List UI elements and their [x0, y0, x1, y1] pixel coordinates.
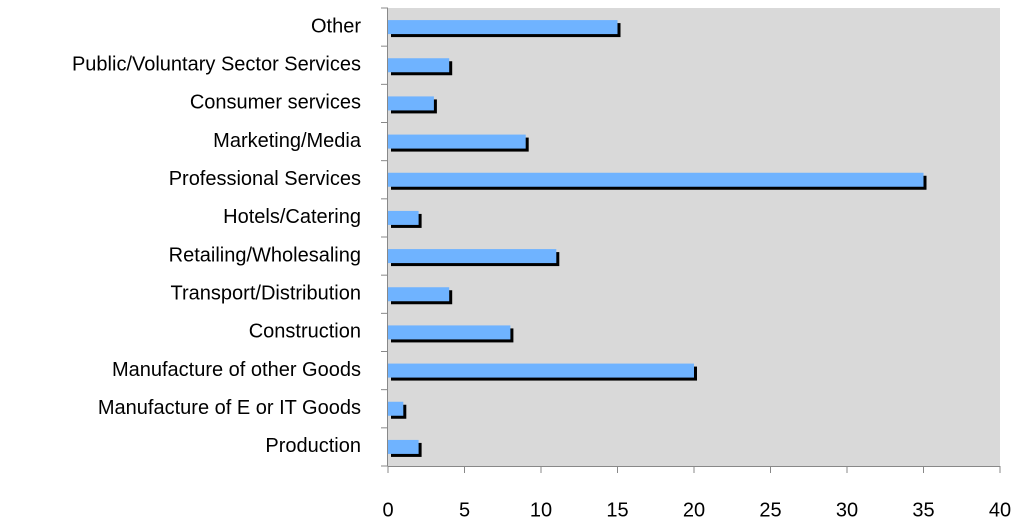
y-tick-label: Other [311, 15, 361, 37]
y-tick-label: Retailing/Wholesaling [169, 244, 361, 266]
y-tick-label: Construction [249, 321, 361, 343]
x-tick-label: 40 [989, 499, 1011, 521]
x-tick-label: 30 [836, 499, 858, 521]
plot-area [388, 8, 1000, 466]
bar [388, 96, 434, 111]
bar [388, 439, 419, 454]
y-tick-label: Manufacture of E or IT Goods [98, 397, 361, 419]
bar [388, 20, 618, 35]
x-tick-label: 20 [683, 499, 705, 521]
bar [388, 401, 404, 416]
x-tick-label: 5 [459, 499, 470, 521]
bar [388, 249, 557, 264]
bar [388, 58, 450, 73]
bar [388, 210, 419, 225]
y-tick-label: Manufacture of other Goods [112, 359, 361, 381]
x-tick-label: 10 [530, 499, 552, 521]
x-tick-label: 15 [606, 499, 628, 521]
y-tick-label: Marketing/Media [213, 130, 362, 152]
y-tick-label: Public/Voluntary Sector Services [72, 54, 361, 76]
y-tick-label: Production [265, 435, 361, 457]
bar [388, 134, 526, 149]
bar [388, 172, 924, 187]
x-tick-label: 25 [759, 499, 781, 521]
y-tick-label: Hotels/Catering [223, 206, 361, 228]
x-tick-label: 35 [912, 499, 934, 521]
bar [388, 363, 694, 378]
y-tick-label: Consumer services [190, 92, 361, 114]
bar [388, 325, 511, 340]
y-tick-label: Transport/Distribution [171, 283, 361, 305]
y-tick-label: Professional Services [169, 168, 361, 190]
x-tick-label: 0 [382, 499, 393, 521]
bar [388, 287, 450, 302]
